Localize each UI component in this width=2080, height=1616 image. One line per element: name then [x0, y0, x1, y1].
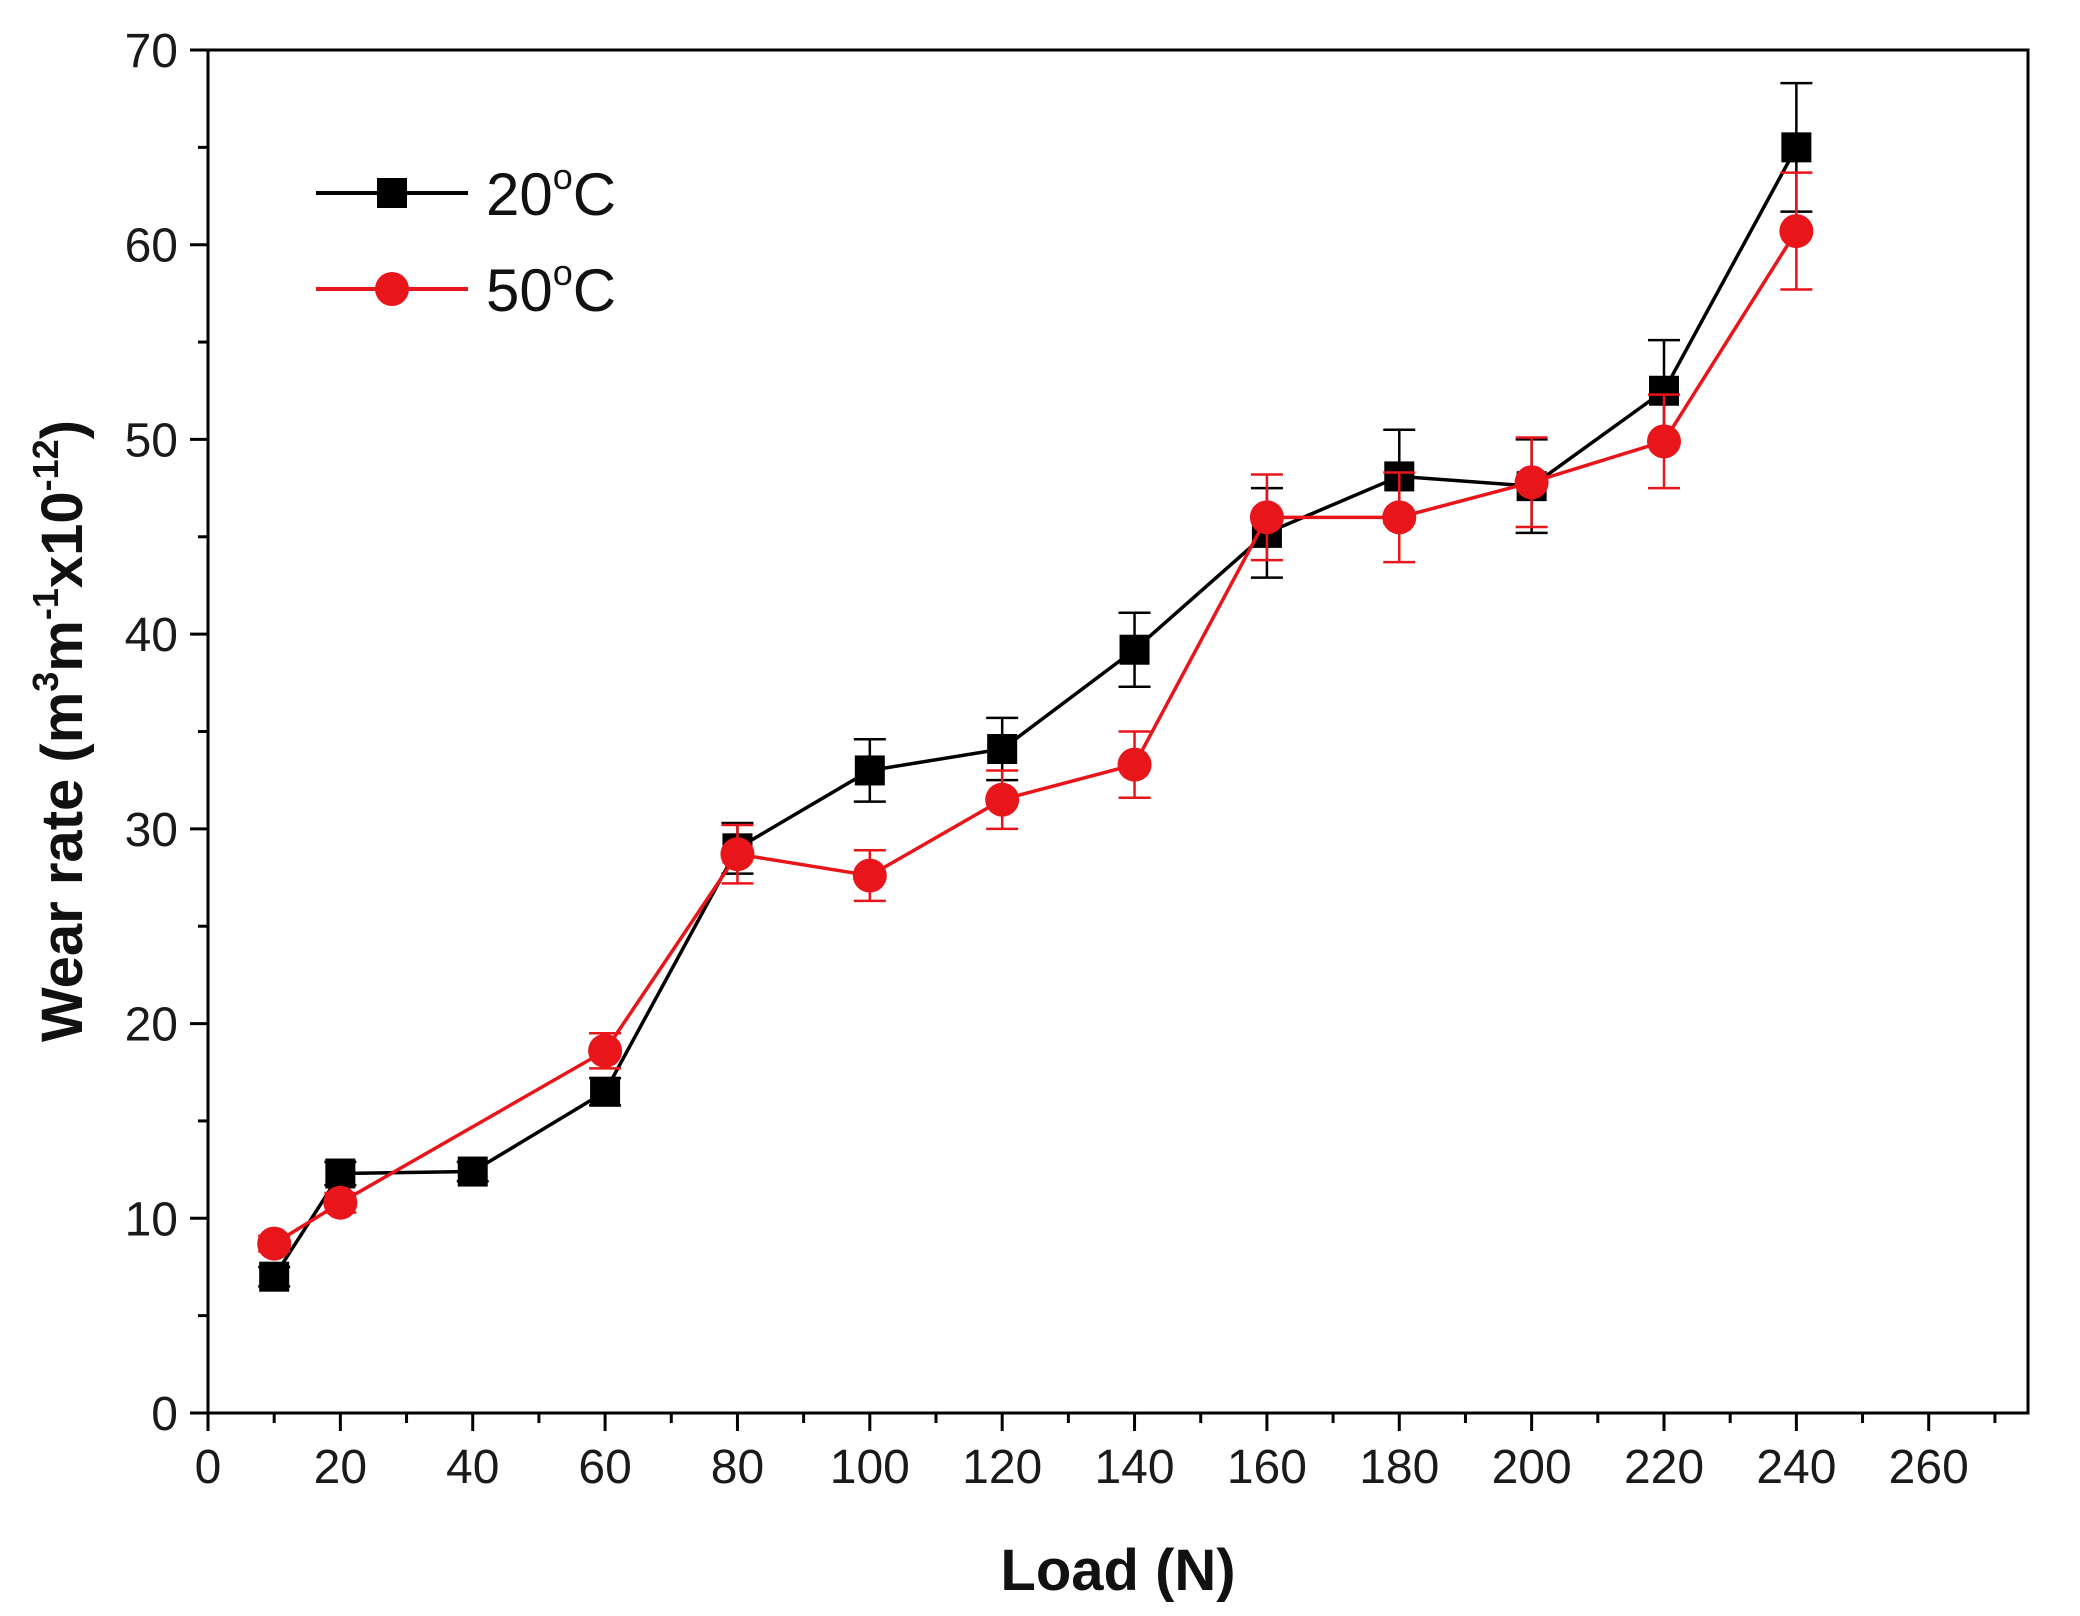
data-point [588, 1033, 623, 1068]
data-point [257, 1226, 292, 1261]
y-axis-title: Wear rate (m3m-1x10-12) [25, 420, 95, 1042]
legend-entry-20c: 20oC [316, 156, 616, 228]
data-point [1382, 500, 1417, 535]
y-tick-label-20: 20 [125, 999, 178, 1052]
x-tick-label-260: 260 [1889, 1441, 1969, 1494]
x-tick-label-200: 200 [1492, 1441, 1572, 1494]
y-tick-label-60: 60 [125, 220, 178, 273]
legend-entry-50c: 50oC [316, 252, 616, 324]
x-tick-label-240: 240 [1756, 1441, 1836, 1494]
y-axis-title-mid2: x10 [30, 491, 95, 588]
legend-label-50c-num: 50 [486, 257, 553, 324]
data-point [852, 858, 887, 893]
y-axis-title-sup1: 3 [25, 672, 66, 692]
data-point [590, 1076, 621, 1107]
x-axis-ticks: 0 20 40 60 80 100 120 140 160 180 200 220 240 260 [195, 1413, 1997, 1494]
legend-marker-square [377, 178, 407, 208]
data-point [720, 837, 755, 872]
series-line-50c [273, 230, 1798, 1246]
y-tick-label-30: 30 [125, 804, 178, 857]
data-point [1781, 132, 1812, 163]
legend-label-20c-sup: o [553, 156, 573, 197]
y-axis-title-sup2: -1 [25, 588, 66, 620]
legend-label-50c-unit: C [573, 257, 616, 324]
legend-label-20c-num: 20 [486, 161, 553, 228]
x-tick-label-20: 20 [314, 1441, 367, 1494]
data-point [1647, 424, 1681, 459]
data-point [987, 734, 1018, 765]
y-tick-label-70: 70 [125, 25, 178, 78]
y-axis-title-sup3: -12 [25, 439, 66, 491]
legend-label-20c: 20oC [486, 156, 616, 228]
y-tick-label-0: 0 [151, 1388, 178, 1441]
x-tick-label-220: 220 [1624, 1441, 1704, 1494]
data-point [325, 1158, 356, 1189]
data-point [1119, 634, 1150, 665]
series-50c [257, 171, 1814, 1261]
x-tick-label-160: 160 [1227, 1441, 1307, 1494]
y-axis-title-mid: m [30, 620, 95, 672]
plot-frame [206, 48, 2030, 1415]
data-point [985, 782, 1020, 817]
series-layer [257, 81, 1814, 1292]
y-axis-ticks: 0 10 20 30 40 50 60 70 [125, 25, 208, 1441]
legend-marker-circle [375, 272, 409, 306]
x-tick-label-100: 100 [830, 1441, 910, 1494]
data-point [1249, 500, 1284, 535]
x-tick-label-120: 120 [962, 1441, 1042, 1494]
y-tick-label-10: 10 [125, 1193, 178, 1246]
data-point [457, 1156, 488, 1187]
x-tick-label-0: 0 [195, 1441, 222, 1494]
y-axis-title-prefix: Wear rate (m [30, 692, 95, 1042]
x-tick-label-40: 40 [446, 1441, 499, 1494]
x-tick-label-60: 60 [578, 1441, 631, 1494]
y-axis-title-suffix: ) [30, 420, 95, 439]
y-tick-label-40: 40 [125, 609, 178, 662]
data-point [259, 1261, 290, 1292]
data-point [1117, 747, 1152, 782]
x-tick-label-140: 140 [1094, 1441, 1174, 1494]
data-point [854, 755, 885, 786]
legend: 20oC 50oC [316, 156, 616, 324]
data-point [1779, 214, 1814, 249]
data-point [323, 1185, 358, 1220]
x-tick-label-180: 180 [1359, 1441, 1439, 1494]
x-axis-title: Load (N) [1000, 1538, 1235, 1603]
y-tick-label-50: 50 [125, 414, 178, 467]
x-tick-label-80: 80 [711, 1441, 764, 1494]
legend-label-50c: 50oC [486, 252, 616, 324]
legend-label-20c-unit: C [573, 161, 616, 228]
legend-label-50c-sup: o [553, 252, 573, 293]
data-point [1514, 465, 1549, 500]
